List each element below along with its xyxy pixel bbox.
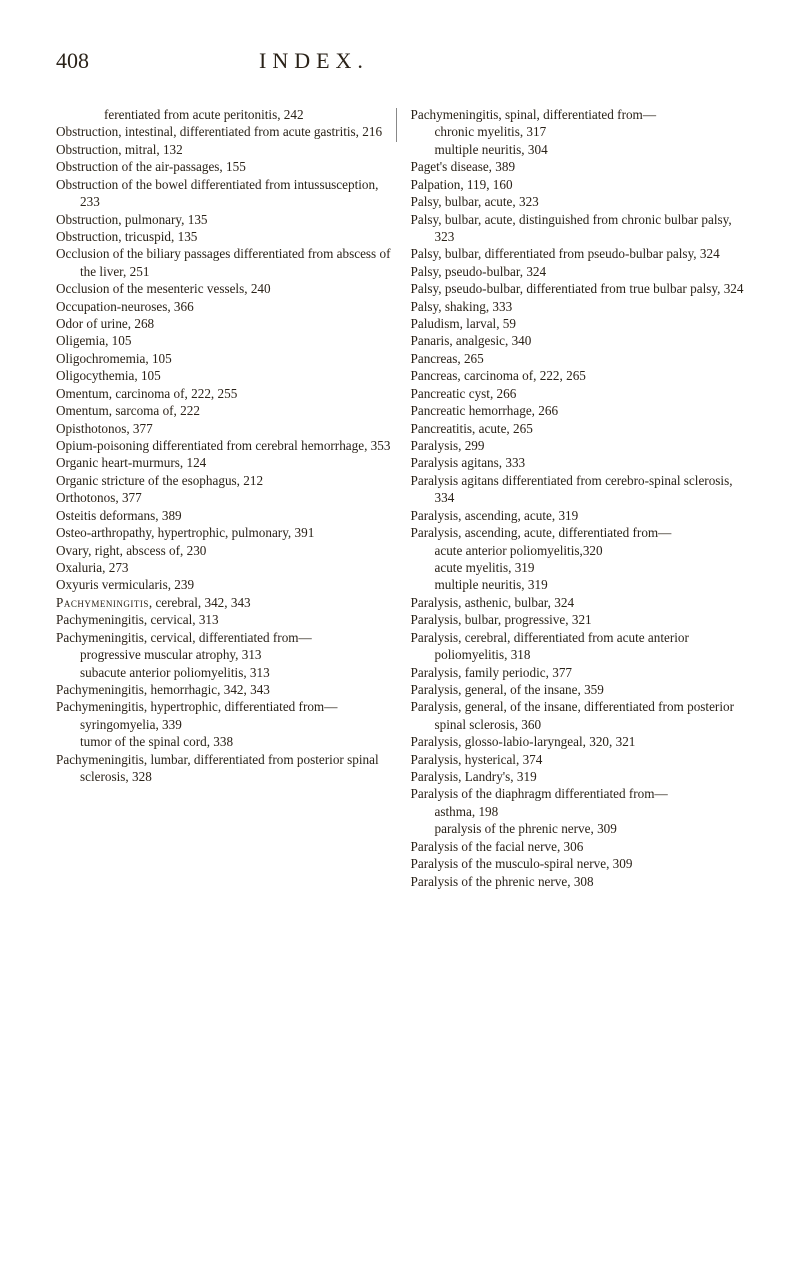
index-entry: Obstruction of the bowel differentiated … — [56, 176, 395, 211]
left-column: ferentiated from acute peritonitis, 242O… — [56, 106, 395, 890]
index-entry: multiple neuritis, 319 — [411, 576, 750, 593]
right-column: Pachymeningitis, spinal, differentiated … — [411, 106, 750, 890]
index-entry: Paralysis of the musculo-spiral nerve, 3… — [411, 855, 750, 872]
index-entry: chronic myelitis, 317 — [411, 123, 750, 140]
index-entry: Opisthotonos, 377 — [56, 420, 395, 437]
index-entry: Occlusion of the mesenteric vessels, 240 — [56, 280, 395, 297]
column-divider — [396, 108, 397, 142]
index-entry: Paralysis agitans, 333 — [411, 454, 750, 471]
index-entry: Paralysis, hysterical, 374 — [411, 751, 750, 768]
index-entry: Obstruction, intestinal, differentiated … — [56, 123, 395, 140]
index-entry: Paralysis, Landry's, 319 — [411, 768, 750, 785]
index-entry: Palsy, bulbar, differentiated from pseud… — [411, 245, 750, 262]
index-entry: Paralysis, 299 — [411, 437, 750, 454]
index-entry: syringomyelia, 339 — [56, 716, 395, 733]
index-entry: Obstruction, mitral, 132 — [56, 141, 395, 158]
index-entry: Paralysis, family periodic, 377 — [411, 664, 750, 681]
index-entry: Pancreas, carcinoma of, 222, 265 — [411, 367, 750, 384]
index-entry: Paralysis of the facial nerve, 306 — [411, 838, 750, 855]
index-entry: Omentum, sarcoma of, 222 — [56, 402, 395, 419]
index-entry: Pachymeningitis, cervical, 313 — [56, 611, 395, 628]
index-entry: Ovary, right, abscess of, 230 — [56, 542, 395, 559]
index-entry: ferentiated from acute peritonitis, 242 — [56, 106, 395, 123]
index-entry: Paralysis, bulbar, progressive, 321 — [411, 611, 750, 628]
index-entry: Osteitis deformans, 389 — [56, 507, 395, 524]
index-entry: Organic stricture of the esophagus, 212 — [56, 472, 395, 489]
index-entry: Paralysis, glosso-labio-laryngeal, 320, … — [411, 733, 750, 750]
index-entry: Palsy, bulbar, acute, distinguished from… — [411, 211, 750, 246]
index-entry: Omentum, carcinoma of, 222, 255 — [56, 385, 395, 402]
index-entry: acute anterior poliomyelitis,320 — [411, 542, 750, 559]
index-entry: Pancreatic hemorrhage, 266 — [411, 402, 750, 419]
index-entry: subacute anterior poliomyelitis, 313 — [56, 664, 395, 681]
index-entry: Paralysis, ascending, acute, 319 — [411, 507, 750, 524]
index-entry: Obstruction, pulmonary, 135 — [56, 211, 395, 228]
index-entry: Paralysis, general, of the insane, 359 — [411, 681, 750, 698]
index-entry: Opium-poisoning differentiated from cere… — [56, 437, 395, 454]
index-entry: Occlusion of the biliary passages differ… — [56, 245, 395, 280]
index-entry: Paralysis, cerebral, differentiated from… — [411, 629, 750, 664]
index-entry: Paralysis of the phrenic nerve, 308 — [411, 873, 750, 890]
index-entry: Palpation, 119, 160 — [411, 176, 750, 193]
index-title: INDEX. — [259, 48, 369, 74]
index-entry: Paralysis, general, of the insane, diffe… — [411, 698, 750, 733]
index-entry: Pachymeningitis, hemorrhagic, 342, 343 — [56, 681, 395, 698]
index-entry: tumor of the spinal cord, 338 — [56, 733, 395, 750]
index-entry: Paralysis, ascending, acute, differentia… — [411, 524, 750, 541]
index-entry: Pancreas, 265 — [411, 350, 750, 367]
index-entry: Pachymeningitis, hypertrophic, different… — [56, 698, 395, 715]
index-entry: Orthotonos, 377 — [56, 489, 395, 506]
index-entry: Palsy, pseudo-bulbar, differentiated fro… — [411, 280, 750, 297]
index-entry: Pachymeningitis, cerebral, 342, 343 — [56, 594, 395, 611]
index-entry: Paludism, larval, 59 — [411, 315, 750, 332]
index-entry: Panaris, analgesic, 340 — [411, 332, 750, 349]
index-entry: Paralysis of the diaphragm differentiate… — [411, 785, 750, 802]
index-entry: Oligochromemia, 105 — [56, 350, 395, 367]
index-entry: paralysis of the phrenic nerve, 309 — [411, 820, 750, 837]
index-entry: Organic heart-murmurs, 124 — [56, 454, 395, 471]
index-entry: Obstruction, tricuspid, 135 — [56, 228, 395, 245]
index-entry: Palsy, bulbar, acute, 323 — [411, 193, 750, 210]
index-entry: Pachymeningitis, cervical, differentiate… — [56, 629, 395, 646]
index-entry: Paralysis agitans differentiated from ce… — [411, 472, 750, 507]
index-entry: asthma, 198 — [411, 803, 750, 820]
index-entry: Occupation-neuroses, 366 — [56, 298, 395, 315]
index-entry: Oxyuris vermicularis, 239 — [56, 576, 395, 593]
index-entry: Oligocythemia, 105 — [56, 367, 395, 384]
index-entry: Palsy, shaking, 333 — [411, 298, 750, 315]
index-entry: Palsy, pseudo-bulbar, 324 — [411, 263, 750, 280]
index-entry: Pancreatitis, acute, 265 — [411, 420, 750, 437]
index-entry: Odor of urine, 268 — [56, 315, 395, 332]
index-entry: Pancreatic cyst, 266 — [411, 385, 750, 402]
index-entry: Paget's disease, 389 — [411, 158, 750, 175]
index-entry: Osteo-arthropathy, hypertrophic, pulmona… — [56, 524, 395, 541]
index-entry: multiple neuritis, 304 — [411, 141, 750, 158]
index-entry: acute myelitis, 319 — [411, 559, 750, 576]
index-entry: progressive muscular atrophy, 313 — [56, 646, 395, 663]
index-entry: Obstruction of the air-passages, 155 — [56, 158, 395, 175]
index-columns: ferentiated from acute peritonitis, 242O… — [56, 106, 749, 890]
index-entry: Paralysis, asthenic, bulbar, 324 — [411, 594, 750, 611]
index-entry: Oxaluria, 273 — [56, 559, 395, 576]
page-header: 408 INDEX. — [56, 48, 749, 74]
index-entry: Pachymeningitis, lumbar, differentiated … — [56, 751, 395, 786]
index-entry: Oligemia, 105 — [56, 332, 395, 349]
index-entry: Pachymeningitis, spinal, differentiated … — [411, 106, 750, 123]
page-number: 408 — [56, 48, 89, 74]
